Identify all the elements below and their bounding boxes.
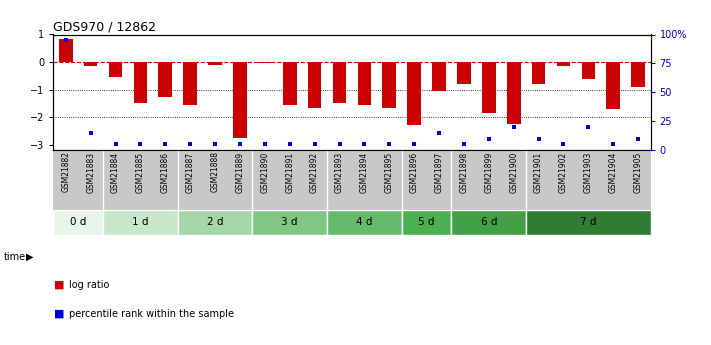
Point	[185, 142, 196, 147]
Point	[135, 142, 146, 147]
Bar	[407, 62, 421, 126]
Text: GSM21882: GSM21882	[61, 151, 70, 193]
Text: 0 d: 0 d	[70, 217, 87, 227]
Point	[633, 136, 644, 141]
Text: GSM21888: GSM21888	[210, 151, 220, 193]
Text: ■: ■	[54, 309, 65, 319]
Bar	[53, 210, 103, 235]
Bar	[84, 62, 97, 66]
Bar	[482, 62, 496, 113]
Text: GSM21905: GSM21905	[634, 151, 643, 193]
Text: GSM21886: GSM21886	[161, 151, 170, 193]
Text: GSM21898: GSM21898	[459, 151, 469, 193]
Point	[60, 38, 71, 43]
Text: GSM21887: GSM21887	[186, 151, 195, 193]
Text: GSM21890: GSM21890	[260, 151, 269, 193]
Text: GSM21889: GSM21889	[235, 151, 245, 193]
Bar	[358, 62, 371, 105]
Point	[433, 130, 445, 136]
Bar	[631, 62, 645, 87]
Bar	[159, 62, 172, 97]
Bar	[252, 210, 327, 235]
Point	[284, 142, 296, 147]
Text: GSM21884: GSM21884	[111, 151, 120, 193]
Text: 6 d: 6 d	[481, 217, 497, 227]
Bar	[134, 62, 147, 104]
Text: 2 d: 2 d	[207, 217, 223, 227]
Text: 3 d: 3 d	[282, 217, 298, 227]
Text: percentile rank within the sample: percentile rank within the sample	[69, 309, 234, 319]
Bar	[283, 62, 296, 105]
Point	[557, 142, 569, 147]
Point	[309, 142, 320, 147]
Text: GSM21885: GSM21885	[136, 151, 145, 193]
Point	[159, 142, 171, 147]
Text: GSM21901: GSM21901	[534, 151, 543, 193]
Point	[483, 136, 494, 141]
Bar	[606, 62, 620, 109]
Bar	[308, 62, 321, 108]
Point	[408, 142, 419, 147]
Text: GSM21892: GSM21892	[310, 151, 319, 193]
Point	[508, 124, 519, 130]
Bar	[327, 210, 402, 235]
Text: GSM21897: GSM21897	[434, 151, 444, 193]
Bar	[333, 62, 346, 104]
Bar	[183, 62, 197, 105]
Bar	[59, 39, 73, 62]
Bar	[383, 62, 396, 108]
Point	[458, 142, 469, 147]
Bar	[109, 62, 122, 77]
Text: GDS970 / 12862: GDS970 / 12862	[53, 20, 156, 33]
Text: 7 d: 7 d	[580, 217, 597, 227]
Bar	[402, 210, 451, 235]
Point	[607, 142, 619, 147]
Point	[109, 142, 121, 147]
Bar	[103, 210, 178, 235]
Bar	[233, 62, 247, 138]
Bar	[432, 62, 446, 91]
Text: GSM21904: GSM21904	[609, 151, 618, 193]
Bar	[526, 210, 651, 235]
Point	[384, 142, 395, 147]
Bar	[178, 210, 252, 235]
Point	[333, 142, 345, 147]
Bar	[532, 62, 545, 84]
Bar	[208, 62, 222, 65]
Bar	[557, 62, 570, 66]
Point	[209, 142, 220, 147]
Point	[259, 142, 270, 147]
Bar	[582, 62, 595, 79]
Point	[358, 142, 370, 147]
Text: ▶: ▶	[26, 252, 33, 262]
Text: log ratio: log ratio	[69, 280, 109, 289]
Text: ■: ■	[54, 280, 65, 289]
Bar	[451, 210, 526, 235]
Text: GSM21896: GSM21896	[410, 151, 419, 193]
Text: GSM21893: GSM21893	[335, 151, 344, 193]
Text: GSM21894: GSM21894	[360, 151, 369, 193]
Text: 1 d: 1 d	[132, 217, 149, 227]
Text: GSM21891: GSM21891	[285, 151, 294, 193]
Bar	[507, 62, 520, 124]
Text: GSM21899: GSM21899	[484, 151, 493, 193]
Text: GSM21903: GSM21903	[584, 151, 593, 193]
Point	[85, 130, 97, 136]
Text: 5 d: 5 d	[418, 217, 435, 227]
Point	[583, 124, 594, 130]
Text: time: time	[4, 252, 26, 262]
Text: GSM21883: GSM21883	[86, 151, 95, 193]
Text: GSM21902: GSM21902	[559, 151, 568, 193]
Text: GSM21900: GSM21900	[509, 151, 518, 193]
Bar	[258, 62, 272, 63]
Text: GSM21895: GSM21895	[385, 151, 394, 193]
Text: 4 d: 4 d	[356, 217, 373, 227]
Bar	[457, 62, 471, 84]
Point	[533, 136, 545, 141]
Point	[234, 142, 246, 147]
